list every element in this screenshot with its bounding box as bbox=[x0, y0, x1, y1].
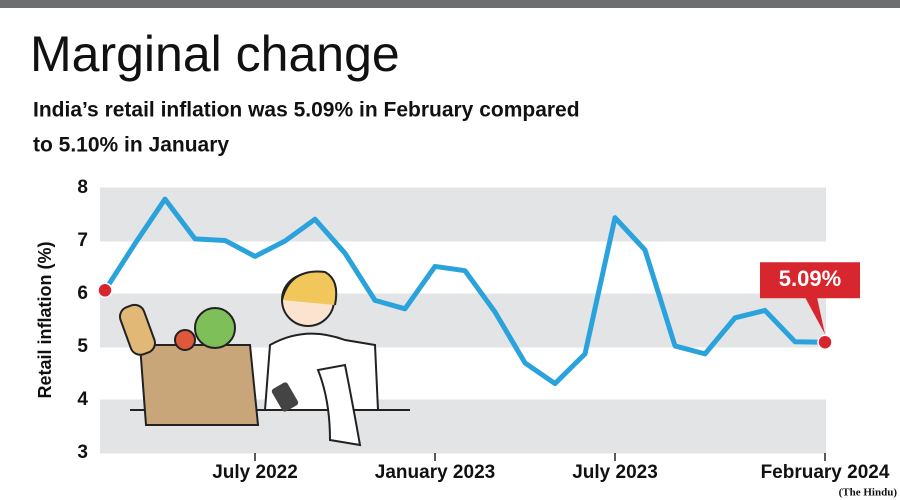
y-tick-label: 4 bbox=[77, 389, 88, 410]
phone bbox=[271, 382, 299, 412]
illustration bbox=[118, 270, 410, 447]
x-tick-label: July 2022 bbox=[212, 462, 298, 483]
bread bbox=[118, 303, 156, 356]
grocery-bag bbox=[138, 344, 260, 426]
y-tick-label: 3 bbox=[77, 442, 88, 463]
end-dot bbox=[817, 334, 833, 350]
annotation-pointer bbox=[805, 297, 825, 335]
y-tick-label: 8 bbox=[77, 177, 88, 198]
data-line bbox=[102, 196, 826, 387]
subtitle: to 5.10% in January bbox=[33, 134, 229, 157]
y-tick-label: 7 bbox=[77, 230, 88, 251]
y-axis-label: Retail inflation (%) bbox=[35, 241, 55, 398]
annotation-box bbox=[760, 262, 860, 299]
tomato bbox=[174, 329, 196, 351]
chart-title: Marginal change bbox=[30, 26, 400, 82]
y-tick-label: 6 bbox=[77, 283, 88, 304]
person-hair bbox=[281, 270, 338, 306]
x-tick-label: July 2023 bbox=[572, 462, 658, 483]
vegetable bbox=[194, 307, 236, 349]
grid-band bbox=[100, 188, 826, 241]
source: (The Hindu) bbox=[839, 487, 898, 499]
top-bar bbox=[0, 0, 900, 8]
subtitle: India’s retail inflation was 5.09% in Fe… bbox=[33, 99, 580, 122]
y-tick-label: 5 bbox=[77, 336, 88, 357]
receipt bbox=[316, 363, 362, 447]
end-dot bbox=[97, 282, 113, 299]
x-tick-label: February 2024 bbox=[761, 462, 890, 483]
annotation: 5.09% bbox=[779, 266, 841, 291]
x-tick-label: January 2023 bbox=[375, 462, 495, 483]
